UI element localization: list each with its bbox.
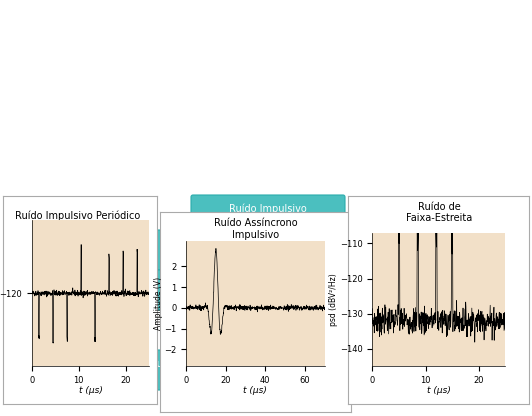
FancyBboxPatch shape — [360, 270, 504, 310]
FancyBboxPatch shape — [191, 195, 345, 235]
Text: Ruído Colorido: Ruído Colorido — [397, 285, 467, 295]
Text: Resposta Impulsiva
H(t): Resposta Impulsiva H(t) — [90, 359, 186, 381]
Ellipse shape — [250, 348, 286, 392]
FancyBboxPatch shape — [61, 350, 215, 390]
Ellipse shape — [250, 248, 286, 292]
Text: Ruído Impulsivo Periódico: Ruído Impulsivo Periódico — [15, 210, 140, 220]
X-axis label: t (μs): t (μs) — [79, 386, 102, 395]
Text: Ruído Assíncrono
Impulsivo: Ruído Assíncrono Impulsivo — [213, 218, 297, 240]
Text: n(t): n(t) — [276, 315, 295, 325]
FancyBboxPatch shape — [28, 230, 172, 270]
X-axis label: t (μs): t (μs) — [427, 386, 451, 395]
Text: Ruído Impulsivo
Periódico Síncrono: Ruído Impulsivo Periódico Síncrono — [55, 239, 145, 261]
Text: r(t): r(t) — [500, 357, 517, 367]
FancyBboxPatch shape — [28, 270, 172, 310]
Y-axis label: psd (dBV²/Hz): psd (dBV²/Hz) — [329, 273, 338, 326]
Text: Ruído de
Faixa-Estreita: Ruído de Faixa-Estreita — [399, 239, 465, 261]
Text: Ruído Impulsivo
Assíncrono: Ruído Impulsivo Assíncrono — [61, 279, 139, 301]
X-axis label: t (μs): t (μs) — [244, 386, 267, 395]
Y-axis label: Amplitude (V): Amplitude (V) — [154, 277, 163, 330]
Text: Ruído de
Faixa-Estreita: Ruído de Faixa-Estreita — [406, 202, 472, 223]
FancyBboxPatch shape — [360, 230, 504, 270]
Text: s(t): s(t) — [40, 365, 57, 375]
Text: Ruído Impulsivo
Periódico Assíncrono: Ruído Impulsivo Periódico Assíncrono — [218, 204, 318, 226]
